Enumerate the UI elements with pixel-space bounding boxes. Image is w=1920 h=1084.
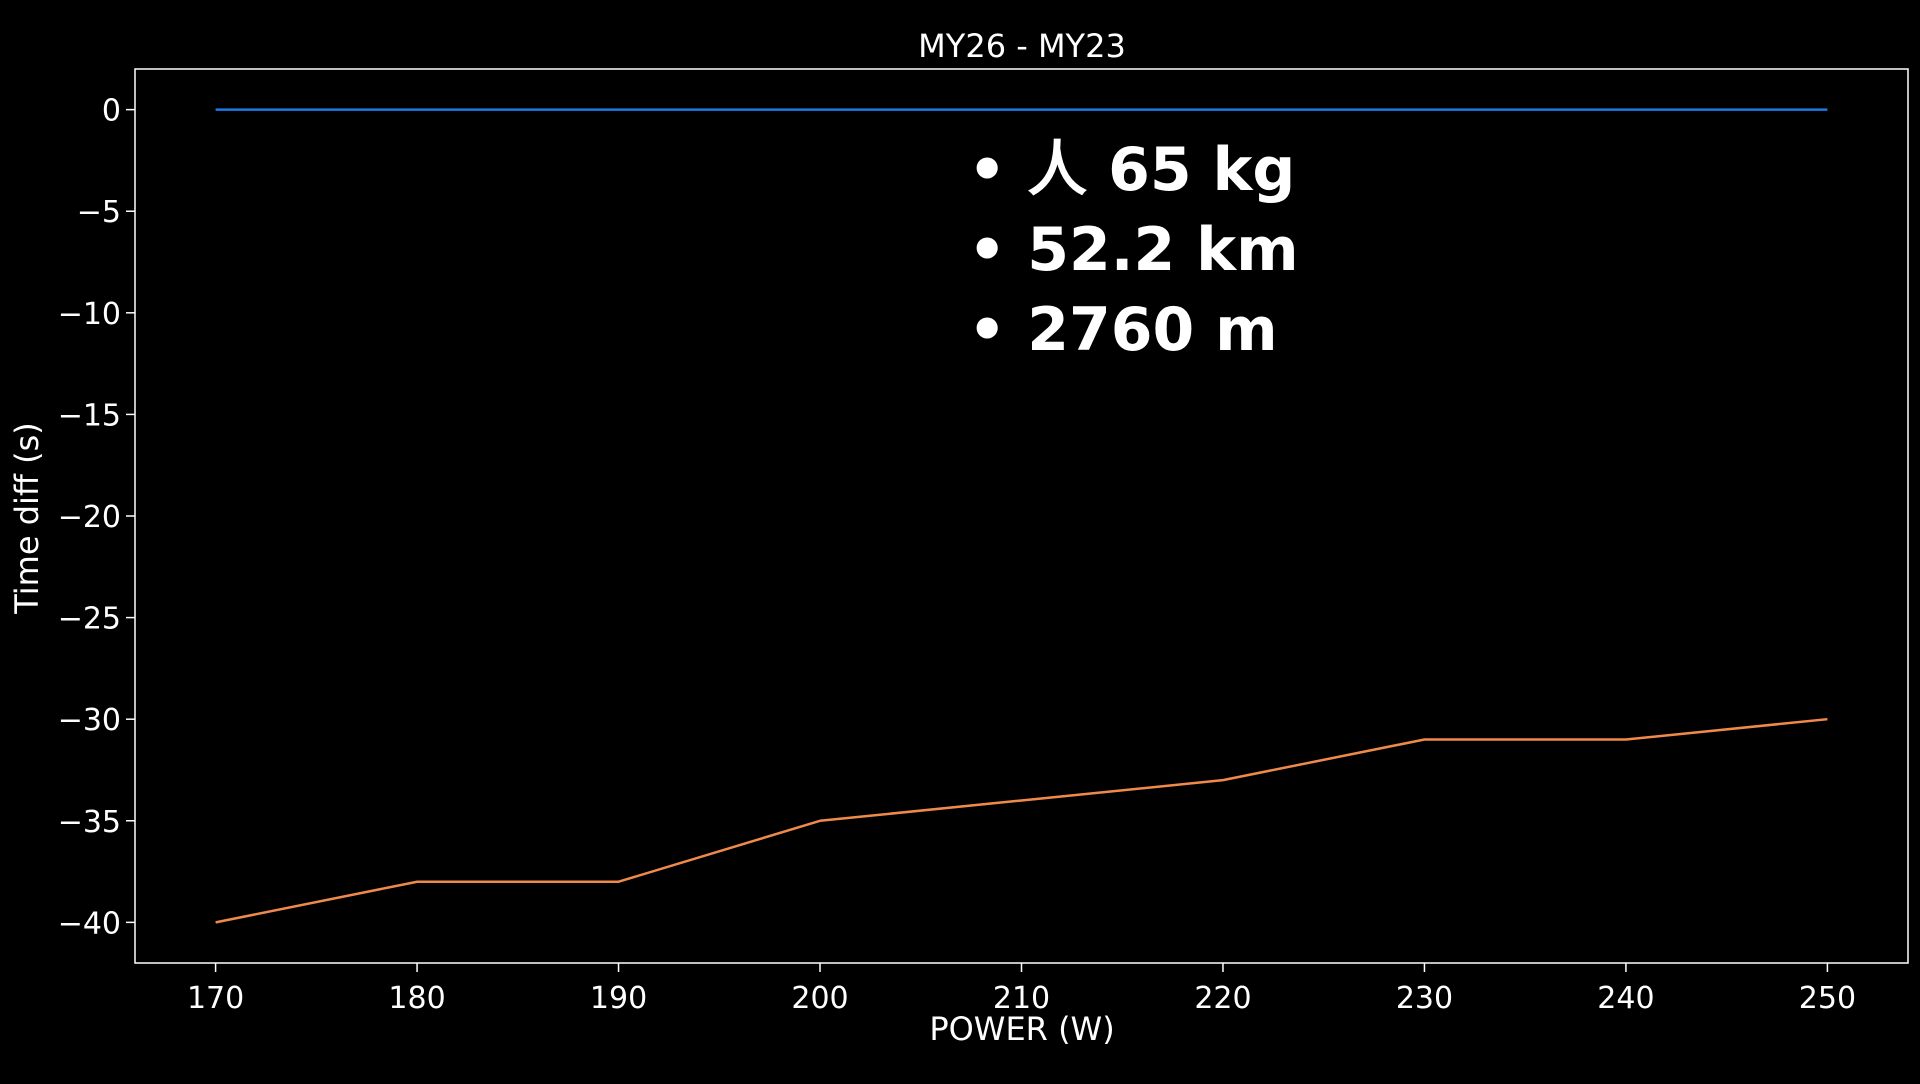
y-tick-label: 0 (102, 94, 121, 129)
y-tick-label: −35 (58, 805, 121, 840)
x-tick-label: 190 (590, 981, 647, 1016)
x-tick-label: 230 (1396, 981, 1453, 1016)
x-tick-label: 180 (388, 981, 445, 1016)
y-tick-label: −10 (58, 297, 121, 332)
y-axis-label: Time diff (s) (8, 422, 46, 615)
series-layer (215, 108, 1828, 924)
y-tick-label: −15 (58, 398, 121, 433)
x-tick-label: 240 (1597, 981, 1654, 1016)
y-tick-label: −25 (58, 602, 121, 637)
x-tick-label: 220 (1194, 981, 1251, 1016)
y-axis: 0 −5 −10 −15 −20 −25 −30 −35 −40 (58, 94, 135, 941)
annotation-line-elevation: • 2760 m (968, 295, 1278, 365)
annotation-line-distance: • 52.2 km (968, 215, 1299, 285)
x-axis-label: POWER (W) (929, 1010, 1114, 1048)
y-tick-label: −40 (58, 906, 121, 941)
x-tick-label: 250 (1799, 981, 1856, 1016)
annotation-line-weight: • 人 65 kg (968, 135, 1295, 205)
annotation-box: • 人 65 kg • 52.2 km • 2760 m (968, 135, 1299, 365)
y-tick-label: −5 (77, 195, 121, 230)
y-tick-label: −30 (58, 703, 121, 738)
y-tick-label: −20 (58, 500, 121, 535)
x-tick-label: 200 (791, 981, 848, 1016)
chart-title: MY26 - MY23 (918, 27, 1126, 65)
x-tick-label: 170 (187, 981, 244, 1016)
series-line-2 (215, 717, 1828, 924)
x-axis: 170 180 190 200 210 220 230 240 250 (187, 963, 1856, 1016)
x-tick-label: 210 (993, 981, 1050, 1016)
